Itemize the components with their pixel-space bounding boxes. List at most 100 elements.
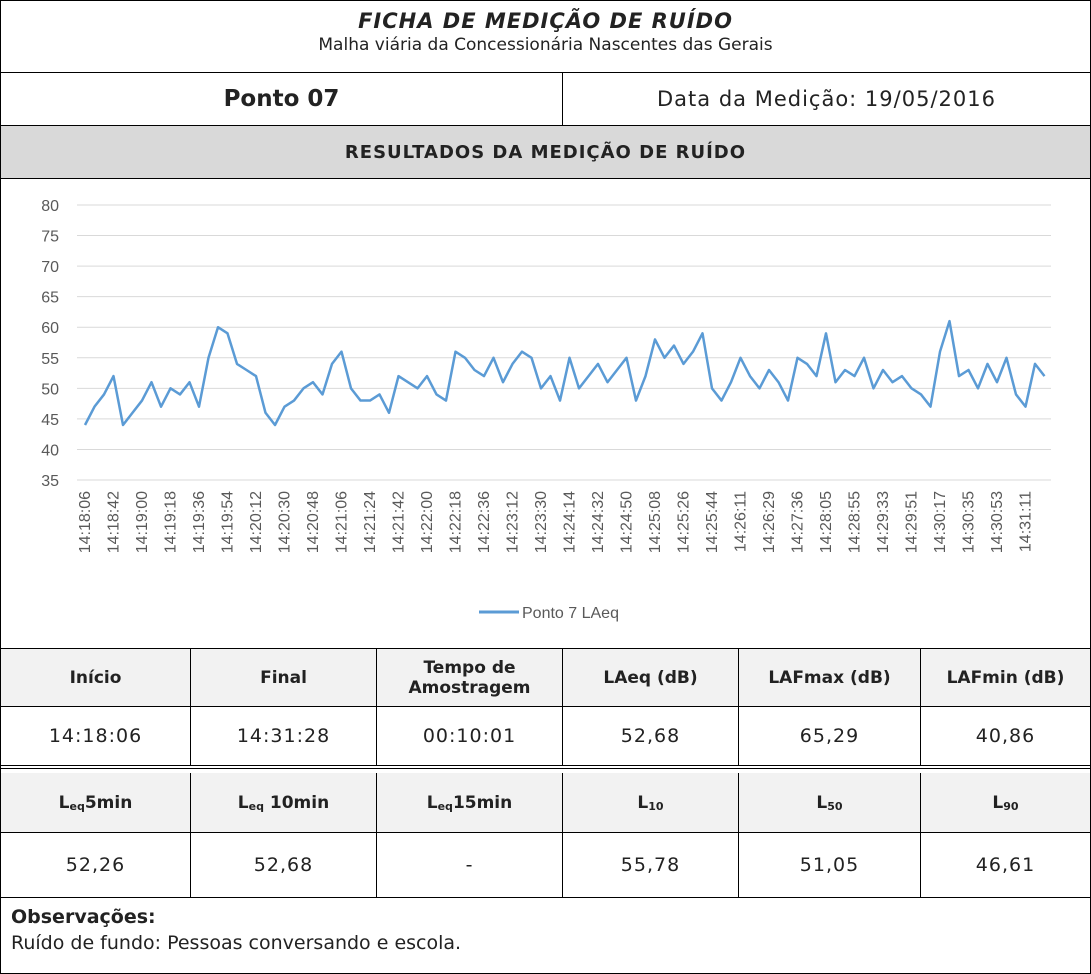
value-cell: 65,29 bbox=[739, 707, 921, 765]
x-tick-label: 14:30:35 bbox=[961, 491, 978, 553]
value-cell: 51,05 bbox=[739, 833, 921, 897]
y-tick-label: 50 bbox=[41, 381, 59, 398]
x-tick-label: 14:28:05 bbox=[818, 491, 835, 553]
header-text: eq bbox=[248, 799, 264, 813]
observations: Observações: Ruído de fundo: Pessoas con… bbox=[1, 898, 1090, 973]
header-cell: Leq5min bbox=[1, 773, 191, 832]
header-label: L90 bbox=[992, 793, 1018, 813]
chart-cell: 35 40 45 50 55 60 65 70 75 80 14:18:06 14:18:42 14:1… bbox=[1, 179, 1090, 649]
x-tick-label: 14:24:50 bbox=[619, 491, 636, 553]
chart: 35 40 45 50 55 60 65 70 75 80 14:18:06 14:18:42 14:1… bbox=[41, 198, 1051, 622]
header-cell: Início bbox=[1, 649, 191, 706]
value-cell: 14:31:28 bbox=[191, 707, 377, 765]
value-cell: 14:18:06 bbox=[1, 707, 191, 765]
x-tick-label: 14:24:14 bbox=[562, 491, 579, 553]
header-cell: Leq15min bbox=[377, 773, 563, 832]
y-tick-label: 75 bbox=[41, 229, 59, 246]
header-text: L bbox=[58, 792, 70, 813]
y-tick-label: 70 bbox=[41, 259, 59, 276]
x-tick-label: 14:25:26 bbox=[676, 491, 693, 553]
x-tick-label: 14:24:32 bbox=[590, 491, 607, 553]
header-label: L50 bbox=[816, 793, 842, 813]
value-cell: 52,26 bbox=[1, 833, 191, 897]
y-tick-label: 65 bbox=[41, 290, 59, 307]
x-tick-label: 14:23:12 bbox=[505, 491, 522, 553]
header-cell: L90 bbox=[921, 773, 1090, 832]
header-text: L bbox=[992, 792, 1004, 813]
header-text: L bbox=[426, 792, 438, 813]
x-tick-label: 14:29:51 bbox=[904, 491, 921, 553]
x-tick-label: 14:19:00 bbox=[134, 491, 151, 553]
header-label: Leq5min bbox=[59, 793, 133, 813]
header-text: 90 bbox=[1003, 799, 1019, 813]
legend-label: Ponto 7 LAeq bbox=[522, 605, 619, 622]
x-tick-label: 14:25:08 bbox=[647, 491, 664, 553]
x-tick-label: 14:23:30 bbox=[533, 491, 550, 553]
x-tick-label: 14:31:11 bbox=[1018, 491, 1035, 552]
y-tick-label: 45 bbox=[41, 412, 59, 429]
header-text: eq bbox=[69, 799, 85, 813]
x-tick-label: 14:22:00 bbox=[419, 491, 436, 553]
header-text: 5min bbox=[84, 792, 133, 813]
table1-header: Início Final Tempo de Amostragem LAeq (dB) L… bbox=[1, 649, 1090, 707]
y-tick-label: 40 bbox=[41, 442, 59, 459]
observations-text: Ruído de fundo: Pessoas conversando e es… bbox=[11, 932, 462, 954]
header-cell: L50 bbox=[739, 773, 921, 832]
x-tick-label: 14:20:48 bbox=[305, 491, 322, 553]
header-text: eq bbox=[437, 799, 453, 813]
header-text: 50 bbox=[827, 799, 843, 813]
x-tick-label: 14:21:42 bbox=[391, 491, 408, 553]
title: FICHA DE MEDIÇÃO DE RUÍDO bbox=[358, 9, 733, 33]
header-cell: LAeq (dB) bbox=[563, 649, 739, 706]
x-tick-label: 14:19:18 bbox=[163, 491, 180, 553]
header-cell: Tempo de Amostragem bbox=[377, 649, 563, 706]
x-tick-label: 14:28:55 bbox=[847, 491, 864, 553]
x-tick-label: 14:19:36 bbox=[191, 491, 208, 553]
x-tick-label: 14:22:18 bbox=[448, 491, 465, 553]
header-text: L bbox=[237, 792, 249, 813]
x-tick-label: 14:18:42 bbox=[106, 491, 123, 553]
x-tick-label: 14:22:36 bbox=[476, 491, 493, 553]
x-tick-label: 14:30:17 bbox=[932, 491, 949, 553]
point-row: Ponto 07 Data da Medição: 19/05/2016 bbox=[1, 73, 1090, 126]
x-tick-label: 14:20:30 bbox=[277, 491, 294, 553]
y-tick-label: 80 bbox=[41, 198, 59, 215]
value-cell: 46,61 bbox=[975, 854, 1036, 876]
y-tick-label: 60 bbox=[41, 320, 59, 337]
date: Data da Medição: 19/05/2016 bbox=[657, 87, 996, 111]
header-cell: L10 bbox=[563, 773, 739, 832]
value-cell: 52,68 bbox=[563, 707, 739, 765]
header-label: Leq 10min bbox=[238, 793, 329, 813]
subtitle: Malha viária da Concessionária Nascentes… bbox=[318, 35, 773, 55]
header-cell: LAFmin (dB) bbox=[946, 667, 1065, 688]
header-text: 10min bbox=[263, 792, 330, 813]
x-tick-label: 14:27:36 bbox=[790, 491, 807, 553]
line bbox=[83, 319, 1046, 427]
table2-header: Leq5min Leq 10min Leq15min L10 L50 L90 bbox=[1, 773, 1090, 833]
header-label: Leq15min bbox=[427, 793, 513, 813]
header-cell: Leq 10min bbox=[191, 773, 377, 832]
value-cell: 40,86 bbox=[975, 725, 1036, 747]
x-tick-label: 14:26:29 bbox=[761, 491, 778, 553]
x-tick-label: 14:25:44 bbox=[704, 491, 721, 553]
x-tick-label: 14:20:12 bbox=[248, 491, 265, 553]
x-tick-label: 14:30:53 bbox=[989, 491, 1006, 553]
header-cell: Final bbox=[191, 649, 377, 706]
table1-row: 14:18:06 14:31:28 00:10:01 52,68 65,29 40,86 bbox=[1, 707, 1090, 769]
x-tick-label: 14:21:24 bbox=[362, 491, 379, 553]
header-label: L10 bbox=[637, 793, 663, 813]
x-tick-label: 14:21:06 bbox=[334, 491, 351, 553]
x-tick-label: 14:26:11 bbox=[733, 491, 750, 552]
x-tick-label: 14:18:06 bbox=[77, 491, 94, 553]
header-text: L bbox=[637, 792, 649, 813]
value-cell: 00:10:01 bbox=[377, 707, 563, 765]
header: FICHA DE MEDIÇÃO DE RUÍDO Malha viária d… bbox=[1, 1, 1090, 73]
value-cell: 52,68 bbox=[191, 833, 377, 897]
observations-title: Observações: bbox=[11, 906, 156, 928]
x-tick-label: 14:29:33 bbox=[875, 491, 892, 553]
x-tick-label: 14:19:54 bbox=[220, 491, 237, 553]
value-cell: 55,78 bbox=[563, 833, 739, 897]
header-text: 15min bbox=[452, 792, 513, 813]
y-tick-label: 35 bbox=[41, 473, 59, 490]
